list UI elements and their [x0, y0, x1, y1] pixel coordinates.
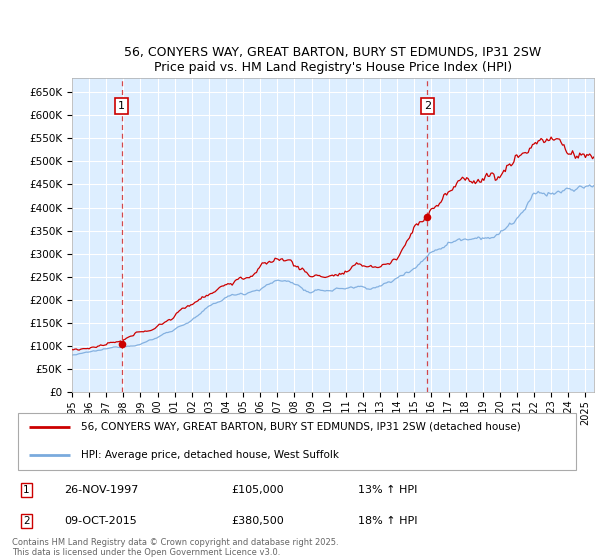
Text: Contains HM Land Registry data © Crown copyright and database right 2025.
This d: Contains HM Land Registry data © Crown c…	[12, 538, 338, 557]
Title: 56, CONYERS WAY, GREAT BARTON, BURY ST EDMUNDS, IP31 2SW
Price paid vs. HM Land : 56, CONYERS WAY, GREAT BARTON, BURY ST E…	[124, 46, 542, 74]
Text: 56, CONYERS WAY, GREAT BARTON, BURY ST EDMUNDS, IP31 2SW (detached house): 56, CONYERS WAY, GREAT BARTON, BURY ST E…	[81, 422, 521, 432]
Text: 09-OCT-2015: 09-OCT-2015	[64, 516, 137, 526]
Text: 2: 2	[424, 101, 431, 111]
Text: 1: 1	[118, 101, 125, 111]
Text: £105,000: £105,000	[231, 485, 284, 495]
Text: £380,500: £380,500	[231, 516, 284, 526]
FancyBboxPatch shape	[18, 413, 577, 470]
Text: 2: 2	[23, 516, 30, 526]
Text: 26-NOV-1997: 26-NOV-1997	[64, 485, 138, 495]
Text: 18% ↑ HPI: 18% ↑ HPI	[358, 516, 417, 526]
Text: 1: 1	[23, 485, 30, 495]
Text: HPI: Average price, detached house, West Suffolk: HPI: Average price, detached house, West…	[81, 450, 339, 460]
Text: 13% ↑ HPI: 13% ↑ HPI	[358, 485, 417, 495]
